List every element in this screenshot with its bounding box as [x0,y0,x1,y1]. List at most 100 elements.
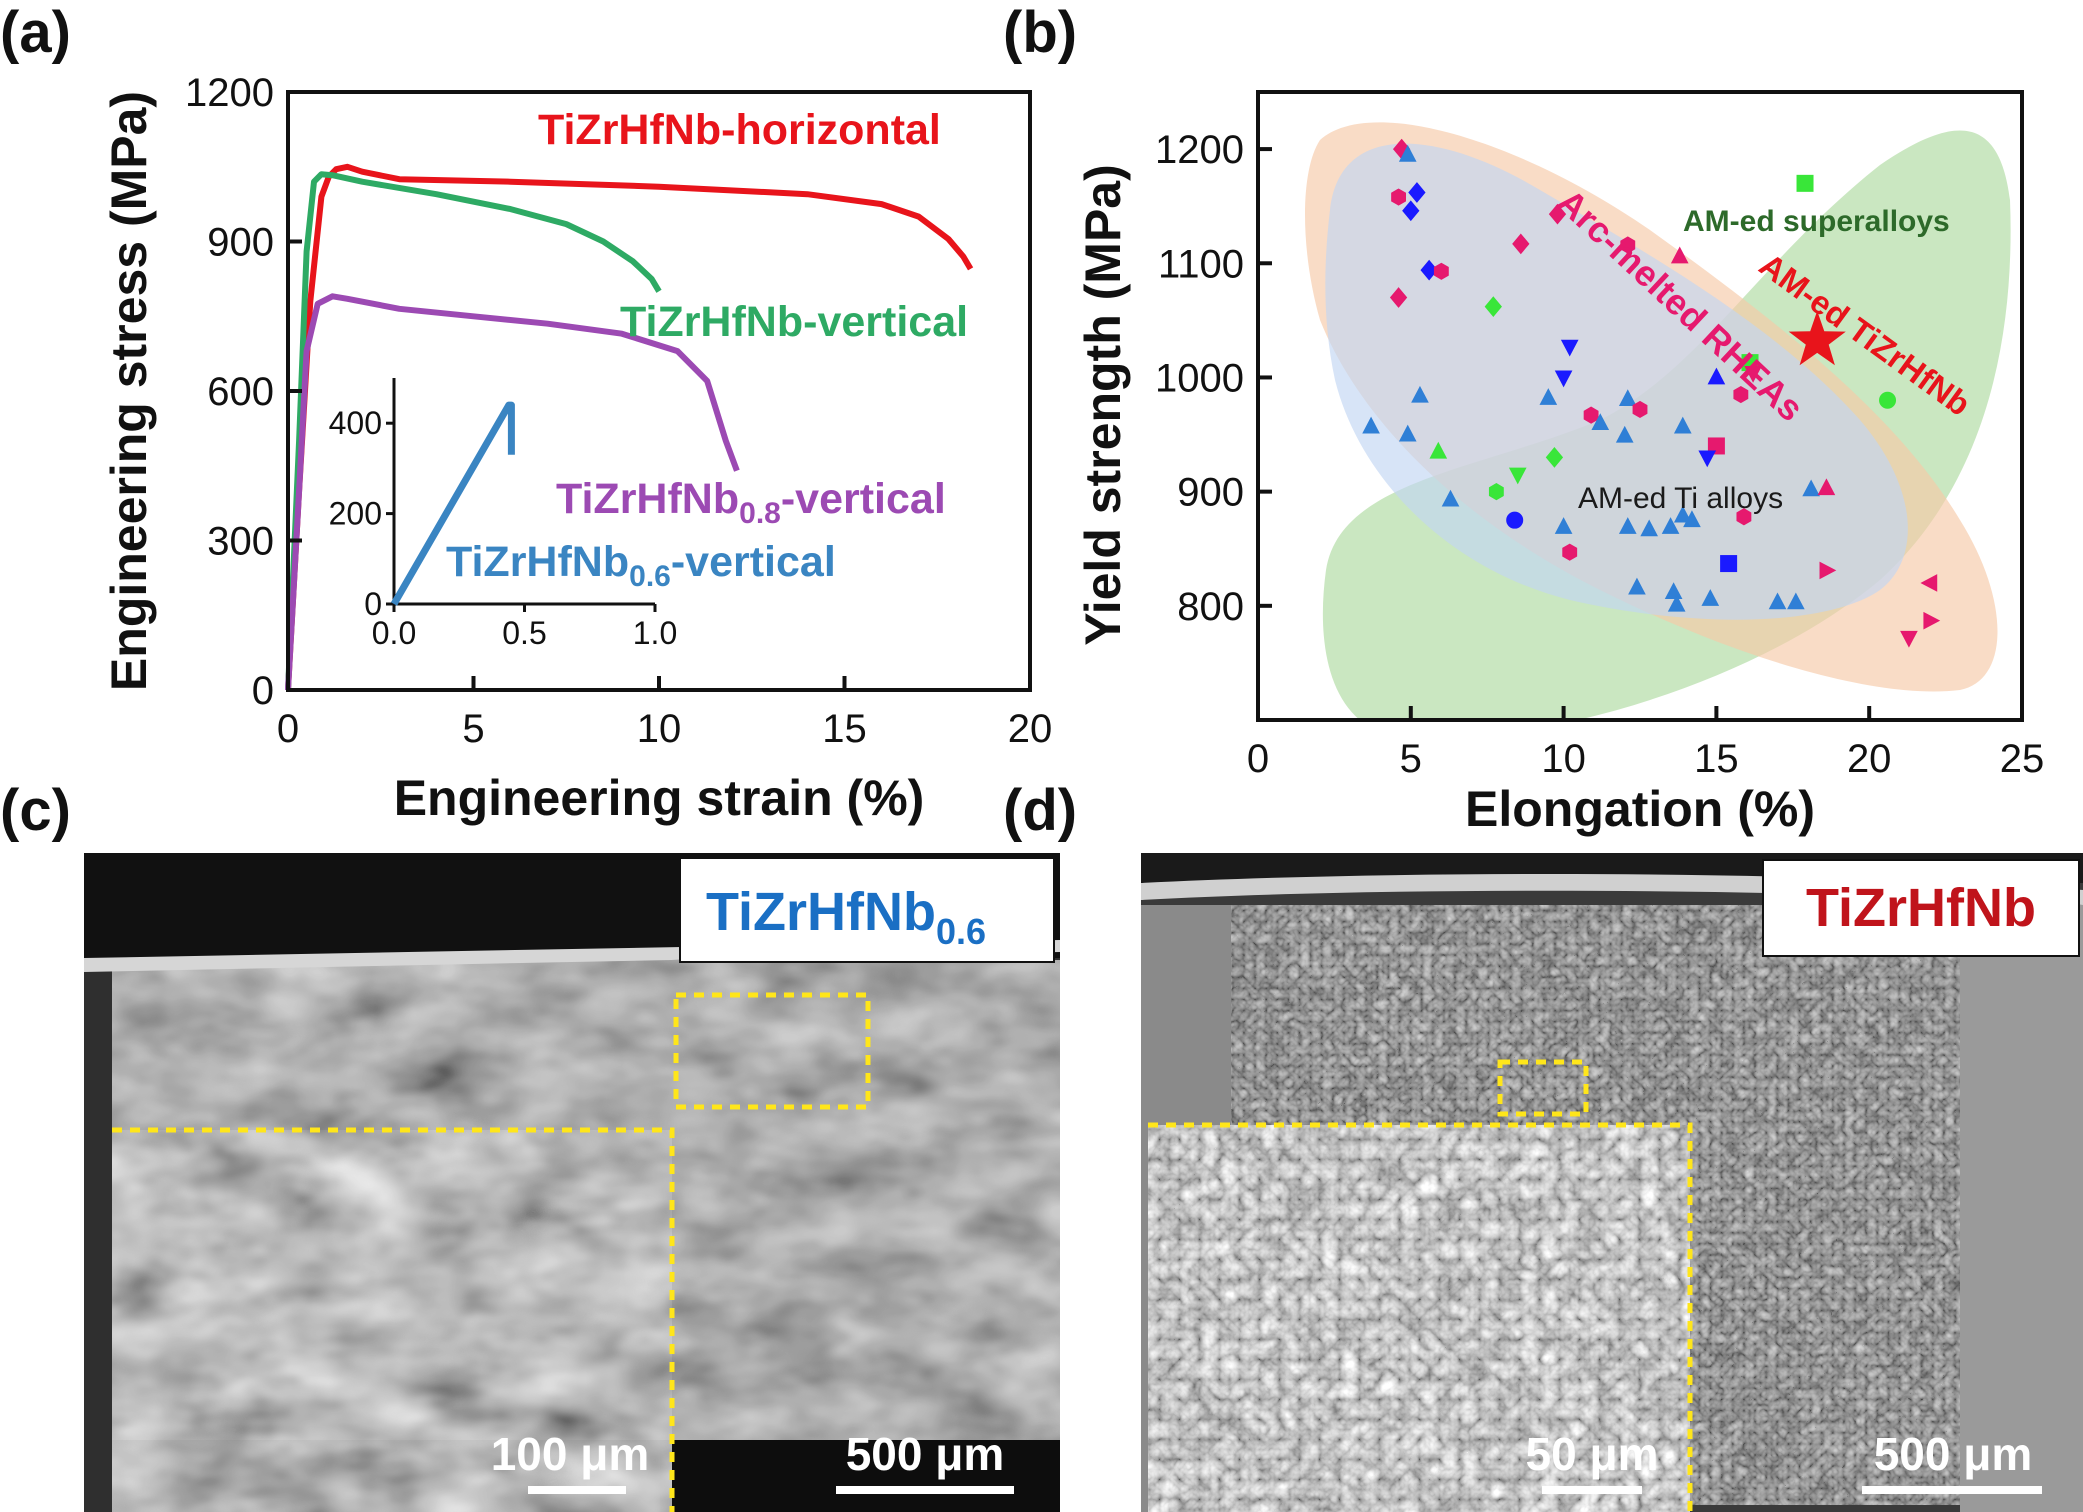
yield-vs-elongation-chart: 0 5 10 15 20 25 800 900 1000 1100 1200 Elongation … [1075,90,2044,837]
scatter-point-24 [1632,400,1648,419]
elastic-inset: 0.0 0.5 1.0 0 200 400 [329,378,678,651]
label-ti-alloys: AM-ed Ti alloys [1578,482,1783,515]
micrograph-d-inset [1148,1125,1690,1512]
scatter-point-23 [1618,389,1637,407]
scatter-point-30 [1615,425,1634,443]
scatter-point-59 [1900,630,1918,648]
inset-c-outline [112,1127,675,1512]
scale-bar-c-inset [528,1486,626,1494]
scatter-point-41 [1506,511,1524,529]
highlight-star [1788,310,1846,366]
scatter-point-4 [1402,200,1420,222]
scatter-point-7 [1389,287,1408,308]
scatter-point-47 [1683,510,1701,528]
label-nb08-sub: 0.8 [739,497,781,530]
scatter-point-11 [1620,236,1636,254]
micrograph-c-label-sub: 0.6 [936,911,986,952]
scatter-point-55 [1768,592,1787,610]
chart-a-ylabel: Engineering stress (MPa) [101,91,157,691]
inset-xtick-label-0: 0.0 [372,615,416,651]
label-superalloys: AM-ed superalloys [1683,205,1950,238]
ytick-label-2: 600 [207,370,274,414]
inset-xtick-label-2: 1.0 [633,615,677,651]
label-vertical: TiZrHfNb-vertical [620,298,968,346]
xtick-label-3: 15 [822,707,867,751]
inset-ytick-label-2: 400 [329,405,382,441]
scatter-point-12 [1670,246,1689,264]
scatter-point-19 [1707,367,1726,385]
panel-label-d: (d) [1003,778,1077,843]
scatter-point-15 [1744,365,1762,383]
inset-ytick-label-1: 200 [329,496,382,532]
scatter-point-3 [1408,182,1426,203]
region-ti-alloys [1325,143,1908,620]
inset-curve [390,401,515,606]
scatter-point-50 [1819,561,1837,580]
panel-label-b: (b) [1003,0,1077,65]
scatter-point-21 [1411,385,1429,403]
scatter-point-32 [1429,441,1448,459]
curve-0 [285,163,974,691]
scatter-point-44 [1640,519,1658,537]
scatter-point-9 [1512,233,1530,255]
scale-bar-d-main-label: 500 μm [1874,1428,2033,1480]
ytick-label-0: 0 [252,669,274,713]
micrograph-d-label: TiZrHfNb [1806,878,2036,938]
ytick-label-1: 300 [207,520,274,564]
inset-curve-0 [390,401,515,606]
b-xtick-label-5: 25 [2000,737,2045,781]
panel-label-a: (a) [0,0,71,65]
scatter-point-49 [1720,555,1738,573]
micrograph-c-label-base: TiZrHfNb [706,882,936,942]
b-xtick-label-4: 20 [1847,737,1892,781]
scale-bar-c-main [836,1486,1014,1494]
ytick-label-4: 1200 [185,71,274,115]
scatter-point-35 [1508,467,1527,485]
micrograph-c-inset [112,1130,672,1512]
scatter-point-10 [1548,203,1567,225]
micrograph-d-label-box [1762,859,2080,957]
scatter-point-58 [1923,611,1941,630]
label-horizontal: TiZrHfNb-horizontal [538,106,941,154]
b-xtick-label-2: 10 [1541,737,1586,781]
scatter-point-33 [1545,447,1564,468]
xtick-label-2: 10 [637,707,682,751]
chart-b-xlabel: Elongation (%) [1465,781,1815,837]
scatter-point-13 [1796,174,1814,192]
inset-d-outline [1148,1122,1693,1512]
scatter-point-22 [1539,388,1558,405]
scale-bar-c-main-label: 500 μm [846,1428,1005,1480]
scatter-point-57 [1920,574,1938,592]
scatter-point-38 [1802,479,1820,497]
scatter-point-52 [1664,582,1683,600]
star-marker [1788,310,1846,366]
b-ytick-label-0: 800 [1177,585,1244,629]
scatter-point-40 [1736,508,1752,526]
scatter-point-46 [1673,505,1692,523]
scatter-point-20 [1733,386,1749,404]
chart-b-ticks: 0 5 10 15 20 25 800 900 1000 1100 1200 [1155,128,2044,781]
curve-2 [285,293,740,691]
scatter-point-29 [1398,424,1417,442]
label-nb08-vertical: TiZrHfNb0.8-vertical [556,475,946,530]
inset-xtick-label-1: 0.5 [502,615,546,651]
scatter-point-51 [1628,577,1646,595]
scatter-point-6 [1433,262,1449,280]
scatter-point-16 [1879,391,1897,409]
scatter-point-26 [1362,416,1380,434]
scale-bar-c-inset-label: 100 μm [491,1428,650,1480]
scatter-point-18 [1554,370,1573,388]
panel-label-c: (c) [0,778,71,843]
inset-ticks: 0.0 0.5 1.0 0 200 400 [329,405,678,651]
zoom-box-d [1497,1059,1589,1117]
chart-b-frame [1256,90,2024,722]
label-nb06-suffix: -vertical [671,538,836,586]
inset-ytick-label-0: 0 [364,586,382,622]
label-nb06-vertical: TiZrHfNb0.6-vertical [446,538,836,593]
b-xtick-label-0: 0 [1247,737,1269,781]
fracture-micrograph-d: TiZrHfNb 50 μm 500 μm [1141,853,2083,1512]
ytick-label-3: 900 [207,221,274,265]
